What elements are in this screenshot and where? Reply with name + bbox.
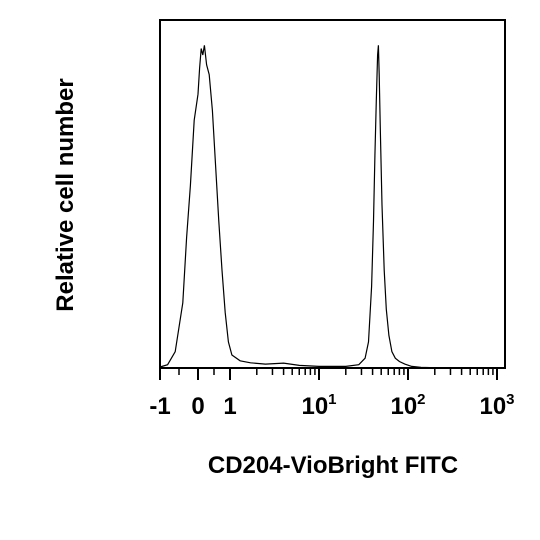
x-tick-label-3: 101 [301,391,336,420]
x-minor-ticks [178,368,494,375]
x-tick-label-4: 102 [390,391,425,420]
y-axis-title: Relative cell number [52,78,79,311]
x-tick-label-1: 0 [191,393,204,420]
x-axis-title: CD204-VioBright FITC [208,452,458,479]
series-line-histogram [159,45,498,369]
x-tick-label-0: -1 [149,393,170,420]
x-tick-label-5: 103 [479,391,514,420]
plot-frame [159,19,506,369]
x-major-ticks [159,368,498,380]
x-tick-labels: -1 0 1 101 102 103 [149,391,514,420]
x-tick-label-2: 1 [223,393,236,420]
